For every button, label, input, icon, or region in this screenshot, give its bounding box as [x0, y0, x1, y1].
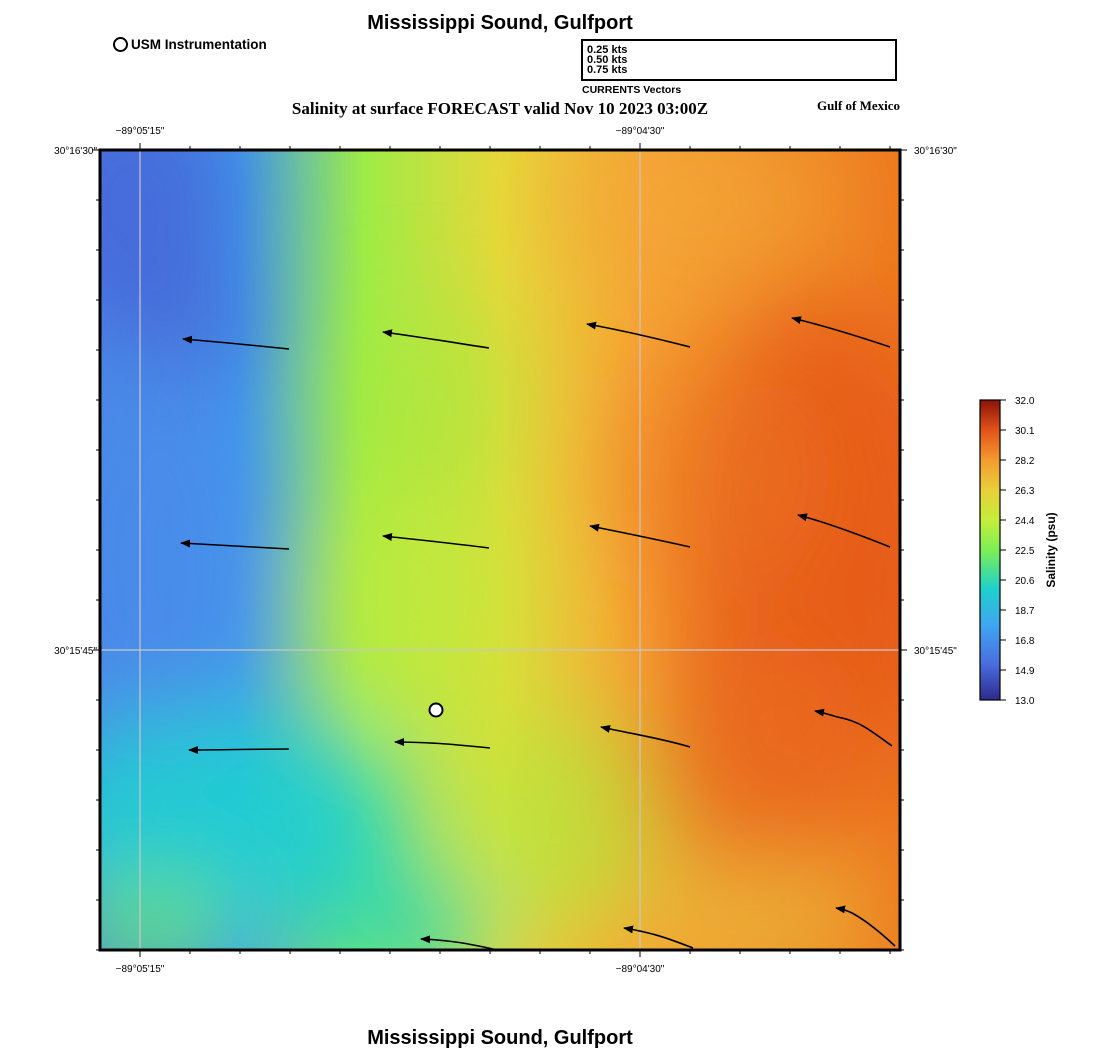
- salinity-field: [100, 150, 900, 950]
- colorbar-tick-label: 24.4: [1015, 516, 1035, 527]
- x-tick-top-2: −89°04'30": [616, 126, 665, 137]
- x-tick-top-1: −89°05'15": [116, 126, 165, 137]
- colorbar-tick-label: 14.9: [1015, 666, 1035, 677]
- colorbar-tick-label: 32.0: [1015, 396, 1035, 407]
- colorbar-title: Salinity (psu): [1044, 512, 1058, 587]
- current-vector: [791, 316, 891, 348]
- current-vector: [180, 539, 290, 550]
- current-vectors: [180, 316, 896, 950]
- colorbar-tick-label: 16.8: [1015, 636, 1035, 647]
- current-vector: [835, 905, 896, 947]
- current-vector: [589, 523, 691, 548]
- page-title: Mississippi Sound, Gulfport: [367, 12, 633, 34]
- colorbar-tick-label: 22.5: [1015, 546, 1035, 557]
- colorbar-tick-label: 18.7: [1015, 606, 1035, 617]
- instrument-legend: USM Instrumentation: [113, 37, 267, 52]
- x-tick-bottom-2: −89°04'30": [616, 964, 665, 975]
- colorbar-tick-label: 20.6: [1015, 576, 1035, 587]
- vector-legend-box: 0.25 kts 0.50 kts 0.75 kts: [581, 39, 897, 81]
- x-tick-bottom-1: −89°05'15": [116, 964, 165, 975]
- y-tick-left-2: 30°15'45": [54, 646, 97, 657]
- y-tick-left-1: 30°16'30": [54, 146, 97, 157]
- current-vector: [394, 738, 491, 749]
- usm-station-marker[interactable]: [428, 702, 444, 718]
- current-vector: [182, 335, 290, 350]
- colorbar-tick-label: 26.3: [1015, 486, 1035, 497]
- instrument-legend-label: USM Instrumentation: [131, 37, 267, 52]
- current-vector: [420, 935, 494, 950]
- current-vector: [586, 321, 691, 348]
- colorbar-tick-label: 30.1: [1015, 426, 1035, 437]
- y-tick-right-1: 30°16'30": [914, 146, 957, 157]
- graticule: [100, 150, 900, 950]
- current-vector: [623, 925, 694, 949]
- colorbar: 32.0 30.1 28.2 26.3 24.4 22.5 20.6 18.7 …: [979, 396, 1058, 707]
- current-vector: [797, 513, 891, 548]
- current-vector: [382, 532, 490, 549]
- vector-legend-row: 0.50 kts: [587, 54, 628, 66]
- vector-legend-caption: CURRENTS Vectors: [582, 84, 682, 96]
- current-vector: [814, 708, 893, 747]
- y-tick-right-2: 30°15'45": [914, 646, 957, 657]
- vector-legend-row: 0.25 kts: [587, 44, 628, 56]
- map-subtitle: Salinity at surface FORECAST valid Nov 1…: [291, 99, 709, 118]
- current-vector: [600, 725, 691, 748]
- current-vector: [188, 745, 290, 754]
- region-label: Gulf of Mexico: [816, 98, 900, 113]
- vector-legend-row: 0.75 kts: [587, 64, 628, 76]
- tick-marks: [93, 143, 907, 957]
- instrument-circle-icon: [113, 37, 128, 52]
- footer-title: Mississippi Sound, Gulfport: [367, 1027, 633, 1049]
- current-vector: [382, 329, 490, 349]
- colorbar-tick-label: 28.2: [1015, 456, 1035, 467]
- colorbar-tick-label: 13.0: [1015, 696, 1035, 707]
